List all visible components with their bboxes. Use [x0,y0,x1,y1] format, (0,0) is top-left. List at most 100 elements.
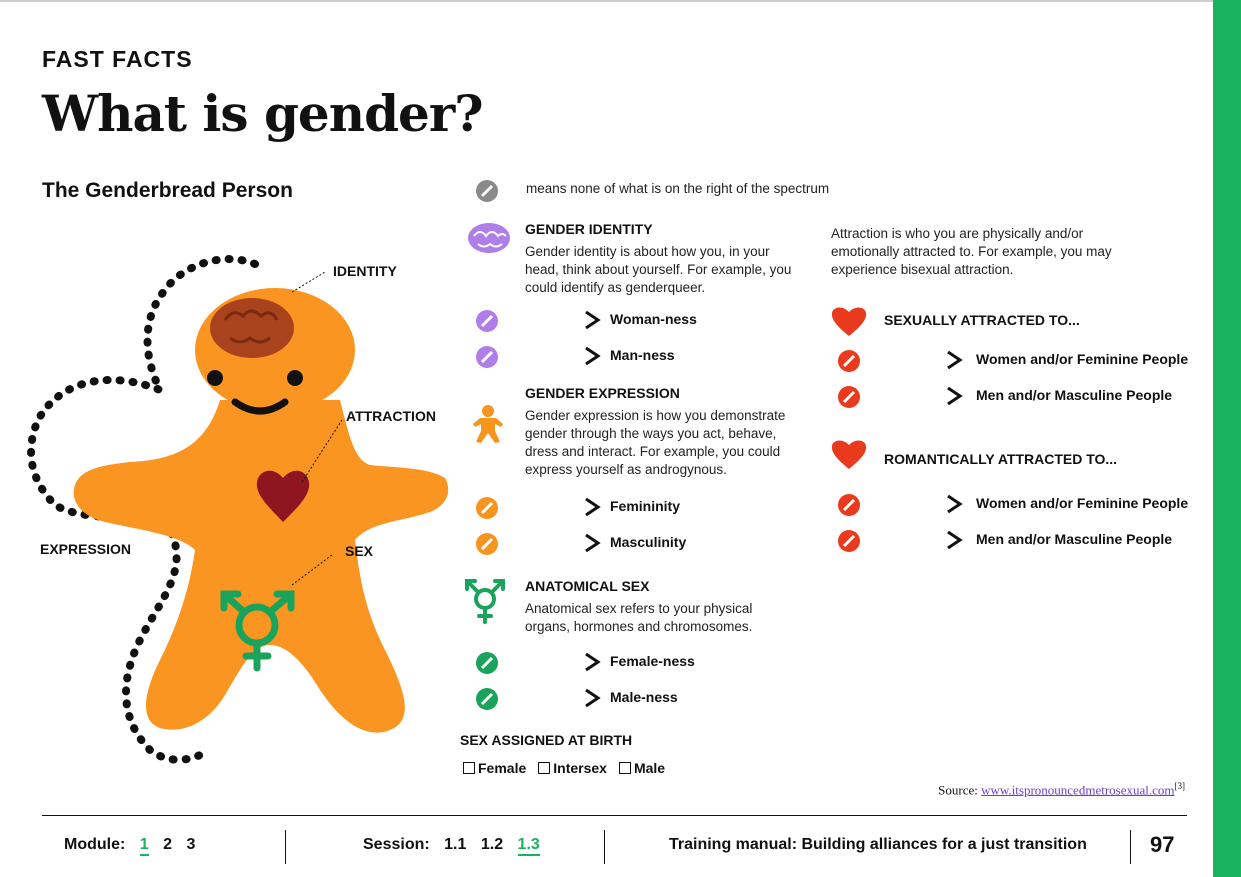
transgender-symbol-icon [465,579,505,624]
footnote-ref: [3] [1174,781,1186,791]
module-link-1[interactable]: 1 [139,836,149,856]
checkbox-icon [538,762,551,774]
checkbox-female[interactable]: Female [463,760,526,776]
footer-divider [285,830,286,864]
none-symbol-icon [838,386,860,408]
section-kicker: FAST FACTS [42,46,193,72]
spectrum-label: Female-ness [610,653,695,669]
manual-title: Training manual: Building alliances for … [669,836,1087,853]
figure-subtitle: The Genderbread Person [42,179,293,202]
spectrum-label: Femininity [610,498,681,514]
spectrum-label: Male-ness [610,689,678,705]
none-symbol-icon [838,530,860,552]
heart-icon [831,307,867,336]
none-symbol-icon [476,688,498,710]
genderbread-person-illustration [27,255,449,764]
spectrum-label: Men and/or Masculine People [976,387,1173,403]
session-label: Session: [363,836,430,853]
spectrum-row: Men and/or Masculine People [836,384,1186,408]
arrow-right-icon [884,386,963,406]
gender-expression-heading: GENDER EXPRESSION [525,385,680,401]
spectrum-label: Men and/or Masculine People [976,531,1173,547]
spectrum-row: Men and/or Masculine People [836,528,1186,552]
legend-text: means none of what is on the right of th… [526,181,830,196]
checkbox-male[interactable]: Male [618,760,666,776]
checkbox-label: Male [633,760,666,776]
label-attraction: ATTRACTION [346,408,436,424]
label-identity: IDENTITY [333,263,397,279]
brain-icon [210,298,294,358]
anatomical-sex-description: Anatomical sex refers to your physical o… [525,601,753,634]
brain-icon [468,223,510,253]
gender-identity-description: Gender identity is about how you, in you… [525,244,792,295]
arrow-right-icon [522,688,601,708]
arrow-right-icon [522,346,601,366]
page-title: What is gender? [42,84,483,143]
none-symbol-icon [838,350,860,372]
checkbox-label: Female [478,760,527,776]
sex-assigned-heading: SEX ASSIGNED AT BIRTH [460,732,633,748]
arrow-right-icon [522,652,601,672]
page-edge-tab [1213,0,1241,877]
anatomical-sex-heading: ANATOMICAL SEX [525,578,650,594]
sexual-attraction-heading: SEXUALLY ATTRACTED TO... [884,312,1080,328]
spectrum-row: Woman-ness [474,308,734,332]
person-figure-icon [473,405,503,443]
spectrum-label: Women and/or Feminine People [976,495,1189,511]
footer-divider [604,830,605,864]
footer-divider [1130,830,1131,864]
module-label: Module: [64,836,126,853]
session-nav: Session: 1.1 1.2 1.3 [363,836,540,856]
arrow-right-icon [884,530,963,550]
none-symbol-icon [476,310,498,332]
arrow-right-icon [522,533,601,553]
spectrum-row: Femininity [474,495,734,519]
transgender-symbol-icon [220,590,295,672]
spectrum-label: Masculinity [610,534,687,550]
gender-identity-heading: GENDER IDENTITY [525,221,653,237]
checkbox-label: Intersex [553,760,607,776]
spectrum-row: Masculinity [474,531,734,555]
label-sex: SEX [345,543,374,559]
sex-assigned-options: Female Intersex Male [463,760,665,776]
attraction-description: Attraction is who you are physically and… [831,226,1112,277]
arrow-right-icon [884,494,963,514]
source-citation: Source: www.itspronouncedmetrosexual.com… [938,781,1185,798]
spectrum-row: Female-ness [474,650,734,674]
none-symbol-icon [476,652,498,674]
arrow-right-icon [884,350,963,370]
label-expression: EXPRESSION [40,541,132,557]
checkbox-intersex[interactable]: Intersex [538,760,607,776]
session-link-1-2[interactable]: 1.2 [480,836,504,853]
module-link-3[interactable]: 3 [186,836,196,853]
spectrum-label: Woman-ness [610,311,697,327]
arrow-right-icon [522,497,601,517]
gender-expression-description: Gender expression is how you demonstrate… [525,408,786,477]
checkbox-icon [463,762,475,774]
none-symbol-icon [476,497,498,519]
arrow-right-icon [522,310,601,330]
source-link[interactable]: www.itspronouncedmetrosexual.com [981,782,1175,798]
romantic-attraction-heading: ROMANTICALLY ATTRACTED TO... [884,451,1118,467]
top-rule [0,0,1213,2]
session-link-1-3[interactable]: 1.3 [517,836,540,856]
module-nav: Module: 1 2 3 [64,836,196,856]
none-symbol-icon [476,180,498,202]
spectrum-row: Man-ness [474,344,734,368]
none-symbol-icon [476,533,498,555]
spectrum-row: Women and/or Feminine People [836,348,1189,372]
module-link-2[interactable]: 2 [163,836,173,853]
page-number: 97 [1150,832,1175,857]
spectrum-row: Women and/or Feminine People [836,492,1189,516]
heart-icon [256,470,310,522]
spectrum-label: Women and/or Feminine People [976,351,1189,367]
none-symbol-icon [476,346,498,368]
spectrum-label: Man-ness [610,347,675,363]
spectrum-row: Male-ness [474,686,734,710]
footer-rule [42,815,1187,816]
none-symbol-icon [838,494,860,516]
source-label: Source: [938,782,978,798]
session-link-1-1[interactable]: 1.1 [444,836,467,853]
checkbox-icon [618,762,631,774]
heart-icon [831,440,867,469]
